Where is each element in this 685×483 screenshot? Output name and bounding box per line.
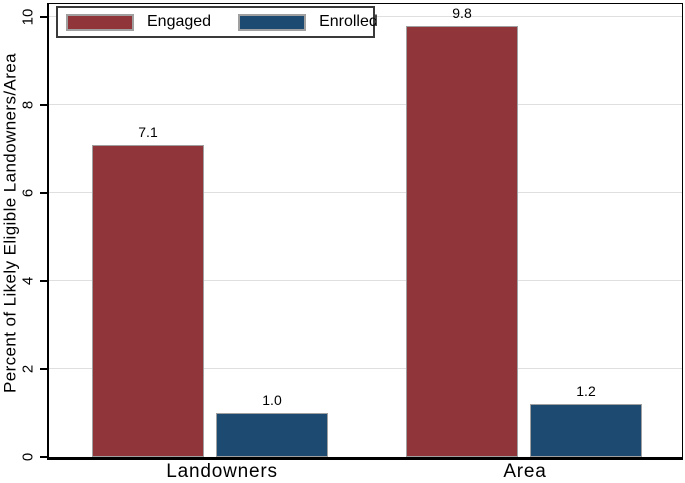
legend-swatch-engaged: [66, 13, 134, 31]
y-tick-10: [40, 16, 47, 19]
y-tick-label-4: 4: [19, 276, 37, 286]
bar-enrolled-landowners: [216, 413, 328, 457]
legend: Engaged Enrolled: [56, 6, 378, 38]
y-axis-title: Percent of Likely Eligible Landowners/Ar…: [0, 53, 20, 393]
plot-area: [47, 3, 683, 460]
value-label-enrolled-area: 1.2: [576, 383, 596, 400]
value-label-engaged-area: 9.8: [452, 4, 472, 21]
gridline-y-4: [49, 280, 682, 282]
y-tick-label-10: 10: [19, 8, 37, 26]
y-tick-0: [40, 456, 47, 458]
legend-label-enrolled: Enrolled: [319, 13, 378, 30]
gridline-y-2: [49, 368, 682, 370]
bar-enrolled-area: [530, 404, 642, 457]
bar-engaged-landowners: [92, 144, 204, 457]
y-tick-label-0: 0: [19, 452, 37, 462]
gridline-y-6: [49, 192, 682, 194]
x-category-label-area: Area: [503, 461, 547, 482]
y-tick-4: [40, 280, 47, 283]
gridline-y-8: [49, 104, 682, 106]
y-tick-6: [40, 192, 47, 195]
legend-swatch-enrolled: [238, 13, 307, 31]
x-category-label-landowners: Landowners: [166, 461, 278, 482]
legend-label-engaged: Engaged: [147, 13, 212, 30]
y-tick-2: [40, 368, 47, 371]
y-tick-label-2: 2: [19, 364, 37, 374]
value-label-engaged-landowners: 7.1: [138, 123, 158, 140]
bar-engaged-area: [406, 25, 518, 457]
y-tick-8: [40, 104, 47, 107]
y-tick-label-6: 6: [19, 188, 37, 198]
value-label-enrolled-landowners: 1.0: [262, 392, 282, 409]
y-tick-label-8: 8: [19, 100, 37, 110]
